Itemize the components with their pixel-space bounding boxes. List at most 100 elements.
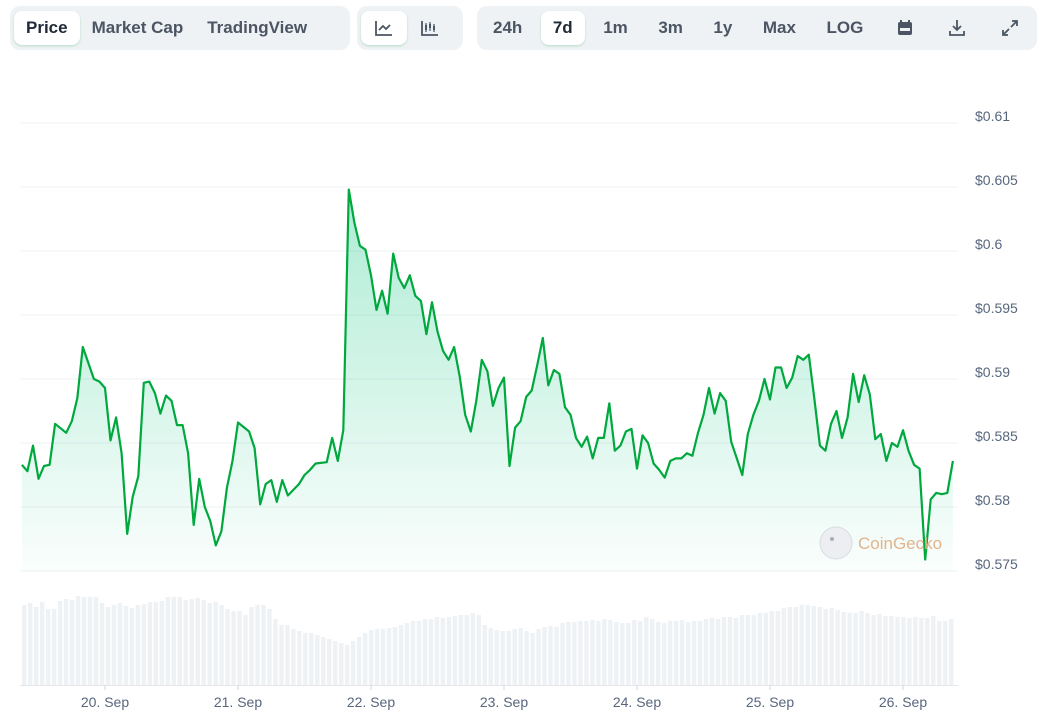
volume-bar xyxy=(697,621,703,685)
volume-bar xyxy=(105,607,111,685)
volume-bar xyxy=(703,619,709,685)
volume-bar xyxy=(811,606,816,685)
volume-bar xyxy=(751,615,757,685)
volume-bar xyxy=(488,628,493,685)
volume-bar xyxy=(644,617,649,685)
volume-bar xyxy=(416,621,422,685)
volume-bar xyxy=(847,613,852,685)
volume-bar xyxy=(159,601,165,685)
volume-bar xyxy=(787,607,793,685)
volume-bar xyxy=(392,627,398,685)
volume-bar xyxy=(33,607,39,685)
volume-bar xyxy=(931,616,936,685)
volume-bar xyxy=(667,621,673,685)
volume-bar xyxy=(350,641,356,685)
line-chart-button[interactable] xyxy=(361,11,407,45)
range-toolbar: 24h 7d 1m 3m 1y Max LOG xyxy=(477,6,1037,50)
volume-bar xyxy=(907,618,912,685)
volume-bar xyxy=(99,603,105,685)
volume-bar xyxy=(303,633,308,685)
volume-bar xyxy=(39,602,45,685)
volume-bar xyxy=(273,619,278,685)
x-tick-label: 22. Sep xyxy=(347,694,395,710)
download-button[interactable] xyxy=(934,11,980,45)
calendar-icon xyxy=(897,20,912,35)
volume-bar xyxy=(440,618,446,685)
volume-bar xyxy=(799,605,804,685)
volume-bar xyxy=(925,618,930,685)
volume-bar xyxy=(458,615,464,685)
watermark-text: CoinGecko xyxy=(858,534,942,553)
volume-bar xyxy=(183,600,188,685)
volume-bar xyxy=(649,619,655,685)
view-tabs: Price Market Cap TradingView xyxy=(10,6,350,50)
volume-bar xyxy=(548,626,553,685)
calendar-button[interactable] xyxy=(882,11,928,45)
volume-bar xyxy=(757,613,763,685)
volume-bar xyxy=(129,608,135,685)
volume-bar xyxy=(243,615,248,685)
volume-bar xyxy=(781,608,787,685)
volume-bar xyxy=(871,615,876,685)
volume-bar xyxy=(937,621,942,685)
range-24h[interactable]: 24h xyxy=(493,18,523,37)
volume-bar xyxy=(554,627,559,685)
volume-bar xyxy=(27,603,33,685)
volume-bar xyxy=(584,621,589,685)
volume-bar xyxy=(147,602,153,685)
tab-price[interactable]: Price xyxy=(14,11,80,45)
volume-bar xyxy=(626,623,631,685)
volume-bar xyxy=(775,611,781,685)
x-tick-label: 23. Sep xyxy=(480,694,528,710)
volume-bar xyxy=(536,629,541,685)
volume-bar xyxy=(333,641,338,685)
y-tick-label: $0.575 xyxy=(975,556,1018,572)
tab-market-cap[interactable]: Market Cap xyxy=(91,18,184,37)
volume-bar xyxy=(93,597,99,685)
volume-bar xyxy=(661,623,667,685)
log-scale-button[interactable]: LOG xyxy=(826,18,864,37)
range-1m[interactable]: 1m xyxy=(603,18,628,37)
range-7d[interactable]: 7d xyxy=(540,11,585,45)
volume-bar xyxy=(452,616,458,685)
volume-bar xyxy=(261,605,266,685)
volume-bar xyxy=(733,618,739,685)
range-3m[interactable]: 3m xyxy=(658,18,683,37)
volume-bar xyxy=(739,615,745,685)
volume-bar xyxy=(141,604,147,685)
fullscreen-button[interactable] xyxy=(987,11,1033,45)
volume-bar xyxy=(422,619,428,685)
volume-bar xyxy=(362,633,368,685)
volume-bar xyxy=(620,623,625,685)
volume-bar xyxy=(177,597,182,685)
x-tick-label: 24. Sep xyxy=(613,694,661,710)
volume-bar xyxy=(769,611,775,685)
volume-bar xyxy=(117,603,123,685)
volume-bar xyxy=(153,602,159,685)
volume-bar xyxy=(189,599,194,685)
volume-bar xyxy=(614,622,619,685)
volume-bar xyxy=(530,633,535,685)
volume-bar xyxy=(763,613,769,685)
volume-bar xyxy=(285,625,290,685)
volume-bar xyxy=(165,597,171,685)
x-tick-label: 20. Sep xyxy=(81,694,129,710)
candlestick-chart-button[interactable] xyxy=(407,11,453,45)
range-max[interactable]: Max xyxy=(762,18,796,37)
x-tick-label: 21. Sep xyxy=(214,694,262,710)
range-1y[interactable]: 1y xyxy=(713,18,733,37)
volume-bar xyxy=(542,627,547,685)
volume-bar xyxy=(291,629,296,685)
volume-bar xyxy=(877,614,882,685)
volume-bar xyxy=(231,611,236,685)
volume-bar xyxy=(249,607,254,685)
chart-type-toggle xyxy=(357,6,463,50)
volume-bar xyxy=(829,608,834,685)
volume-bar xyxy=(817,607,822,685)
volume-bar xyxy=(398,625,404,685)
volume-bar xyxy=(578,621,583,685)
x-tick-label: 26. Sep xyxy=(879,694,927,710)
tab-tradingview[interactable]: TradingView xyxy=(207,18,308,37)
volume-bar xyxy=(638,621,643,685)
